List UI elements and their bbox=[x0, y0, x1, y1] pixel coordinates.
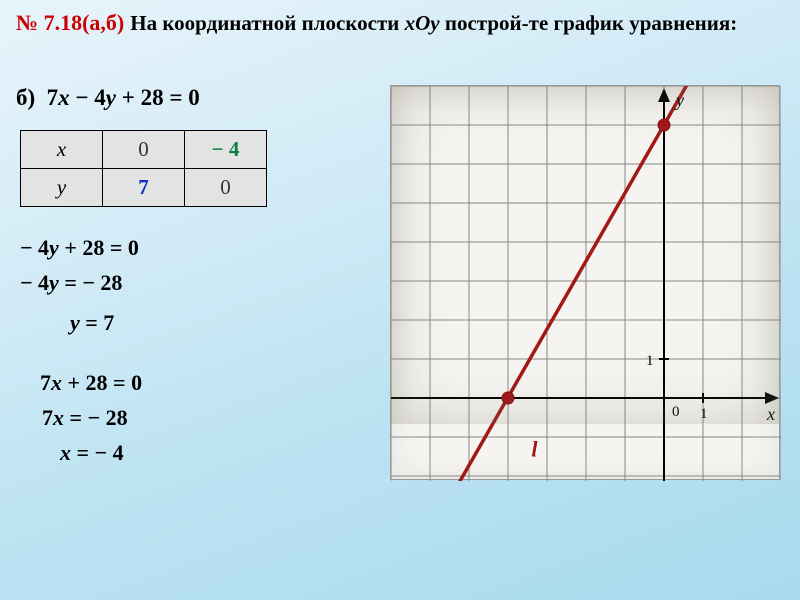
main-equation: б) 7x − 4y + 28 = 0 bbox=[16, 85, 200, 111]
table-cell: 0 bbox=[185, 169, 267, 207]
work-step: 7x = − 28 bbox=[42, 405, 128, 431]
table-cell: 0 bbox=[103, 131, 185, 169]
table-header-x: x bbox=[21, 131, 103, 169]
table-cell: − 4 bbox=[185, 131, 267, 169]
equation-expr: 7x − 4y + 28 = 0 bbox=[41, 85, 200, 110]
instruction-text: На координатной плоскости xOy построй-те… bbox=[130, 10, 737, 36]
coordinate-plane: xy011l bbox=[390, 85, 780, 480]
table-cell: 7 bbox=[103, 169, 185, 207]
xy-table: x 0 − 4 y 7 0 bbox=[20, 130, 267, 207]
chart-shading bbox=[391, 86, 779, 424]
table-row: x 0 − 4 bbox=[21, 131, 267, 169]
work-step: y = 7 bbox=[70, 310, 114, 336]
header: № 7.18(а,б) На координатной плоскости xO… bbox=[16, 10, 784, 36]
svg-text:l: l bbox=[531, 437, 538, 462]
problem-number: № 7.18(а,б) bbox=[16, 10, 124, 36]
part-label: б) bbox=[16, 85, 35, 110]
work-step: − 4y + 28 = 0 bbox=[20, 235, 139, 261]
table-header-y: y bbox=[21, 169, 103, 207]
work-step: 7x + 28 = 0 bbox=[40, 370, 142, 396]
work-step: x = − 4 bbox=[60, 440, 124, 466]
work-step: − 4y = − 28 bbox=[20, 270, 122, 296]
table-row: y 7 0 bbox=[21, 169, 267, 207]
